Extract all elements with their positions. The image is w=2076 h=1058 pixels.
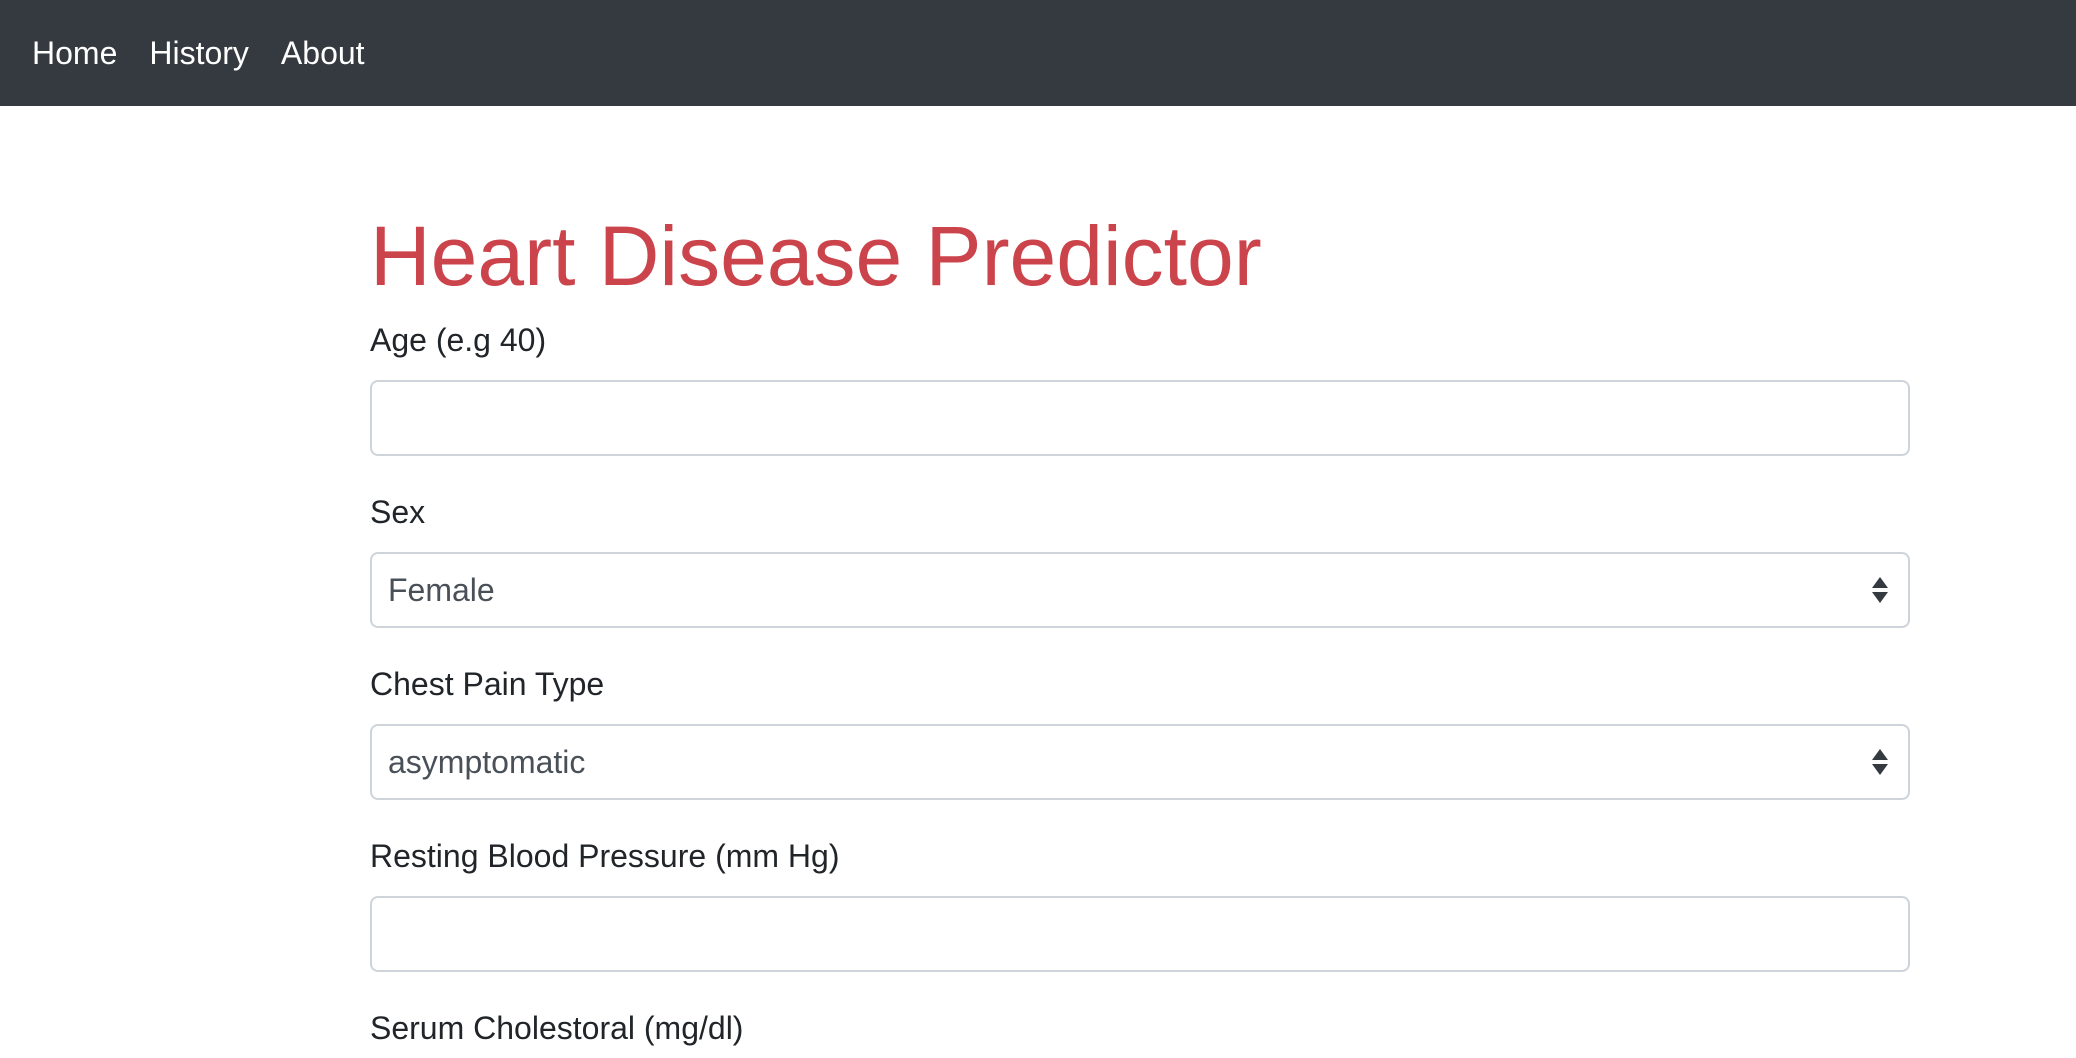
- top-navbar: Home History About: [0, 0, 2076, 106]
- chest-pain-select[interactable]: asymptomatic: [370, 724, 1910, 800]
- nav-history-link[interactable]: History: [149, 34, 249, 71]
- sex-select[interactable]: Female: [370, 552, 1910, 628]
- age-input[interactable]: [370, 380, 1910, 456]
- select-arrows-icon: [1872, 749, 1888, 775]
- nav-home-link[interactable]: Home: [32, 34, 118, 71]
- age-form-group: Age (e.g 40): [370, 320, 1910, 456]
- resting-bp-form-group: Resting Blood Pressure (mm Hg): [370, 836, 1910, 972]
- cholesterol-label: Serum Cholestoral (mg/dl): [370, 1010, 744, 1046]
- select-arrows-icon: [1872, 577, 1888, 603]
- resting-bp-input[interactable]: [370, 896, 1910, 972]
- age-label: Age (e.g 40): [370, 322, 547, 358]
- resting-bp-label: Resting Blood Pressure (mm Hg): [370, 838, 840, 874]
- chest-pain-label: Chest Pain Type: [370, 666, 605, 702]
- cholesterol-form-group: Serum Cholestoral (mg/dl): [370, 1008, 1910, 1048]
- chest-pain-select-value: asymptomatic: [388, 743, 586, 780]
- sex-form-group: Sex Female: [370, 492, 1910, 628]
- page-title: Heart Disease Predictor: [370, 209, 1262, 303]
- sex-label: Sex: [370, 494, 426, 530]
- chest-pain-form-group: Chest Pain Type asymptomatic: [370, 664, 1910, 800]
- sex-select-value: Female: [388, 571, 495, 608]
- nav-about-link[interactable]: About: [280, 34, 365, 71]
